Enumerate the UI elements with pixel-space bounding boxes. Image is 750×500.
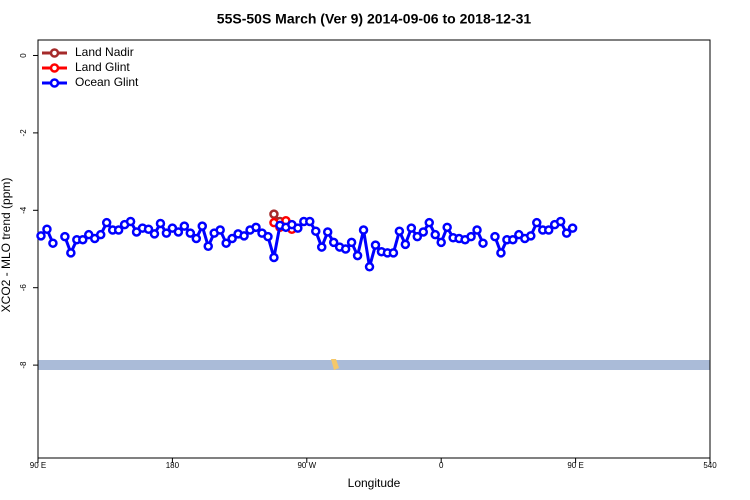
y-tick-label: 0 xyxy=(19,53,28,58)
legend-label: Land Nadir xyxy=(75,45,134,59)
legend-marker xyxy=(49,48,60,58)
data-point xyxy=(364,262,375,272)
data-point xyxy=(436,237,446,248)
data-point xyxy=(179,221,190,231)
plot-frame xyxy=(37,39,711,459)
data-point xyxy=(322,227,333,237)
chart-title: 55S-50S March (Ver 9) 2014-09-06 to 2018… xyxy=(217,11,532,27)
data-point xyxy=(442,222,452,233)
data-point xyxy=(66,248,76,258)
x-tick-label: 90 E xyxy=(567,461,583,470)
data-point xyxy=(48,238,58,248)
data-point xyxy=(406,223,417,233)
data-point xyxy=(358,225,369,235)
data-point xyxy=(340,244,351,254)
data-point xyxy=(472,225,482,235)
x-tick-label: 540 xyxy=(703,461,717,470)
data-point xyxy=(412,231,423,242)
data-point xyxy=(496,248,506,258)
data-point xyxy=(191,233,202,244)
data-point xyxy=(555,216,566,227)
data-point xyxy=(215,225,225,235)
data-point xyxy=(113,225,124,235)
x-tick-label: 90 E xyxy=(30,461,46,470)
data-point xyxy=(561,228,572,238)
data-point xyxy=(36,231,46,241)
data-point xyxy=(60,231,70,242)
data-point xyxy=(173,227,184,237)
data-point xyxy=(263,231,273,242)
data-point xyxy=(161,228,172,238)
data-point xyxy=(316,242,327,252)
data-point xyxy=(543,225,554,235)
data-point xyxy=(227,233,237,244)
data-point xyxy=(251,222,261,233)
data-point xyxy=(430,229,440,240)
data-point xyxy=(424,217,435,228)
y-tick-label: -6 xyxy=(19,284,28,292)
data-point xyxy=(155,218,166,229)
data-point xyxy=(185,228,196,238)
legend-label: Land Glint xyxy=(75,60,130,74)
data-point xyxy=(478,238,488,248)
data-point xyxy=(203,241,213,252)
data-point xyxy=(328,237,339,248)
data-point xyxy=(532,217,542,228)
data-point xyxy=(221,238,231,248)
legend-label: Ocean Glint xyxy=(75,75,139,89)
x-tick-label: 180 xyxy=(166,461,180,470)
data-point xyxy=(311,226,321,236)
data-point xyxy=(370,240,381,250)
data-point xyxy=(269,252,279,263)
legend-marker xyxy=(49,78,60,88)
data-point xyxy=(101,217,112,228)
y-tick-label: -4 xyxy=(19,206,28,214)
data-point xyxy=(305,216,315,227)
data-point xyxy=(125,216,136,227)
data-point xyxy=(95,229,106,240)
data-point xyxy=(466,231,476,242)
data-point xyxy=(352,250,363,261)
data-point xyxy=(346,237,357,248)
y-axis-label: XCO2 - MLO trend (ppm) xyxy=(0,178,13,313)
data-point xyxy=(490,231,500,242)
y-tick-label: -8 xyxy=(19,361,28,369)
data-point xyxy=(149,229,160,239)
data-point xyxy=(526,231,536,241)
x-tick-label: 90 W xyxy=(297,461,316,470)
data-point xyxy=(388,248,399,258)
data-point xyxy=(269,209,279,219)
data-point xyxy=(418,227,429,237)
x-tick-label: 0 xyxy=(439,461,444,470)
data-point xyxy=(197,221,208,231)
data-point xyxy=(508,234,518,245)
land-strip xyxy=(38,360,710,370)
legend-marker xyxy=(49,63,60,73)
data-point xyxy=(42,224,52,235)
data-point xyxy=(143,224,154,235)
x-axis-label: Longitude xyxy=(348,476,401,490)
data-point xyxy=(567,223,578,233)
land-patch xyxy=(331,359,339,370)
y-tick-label: -2 xyxy=(19,129,28,137)
data-point xyxy=(293,223,303,233)
data-point xyxy=(78,234,88,245)
data-point xyxy=(239,231,249,241)
data-point xyxy=(400,239,411,250)
data-point xyxy=(394,226,405,236)
